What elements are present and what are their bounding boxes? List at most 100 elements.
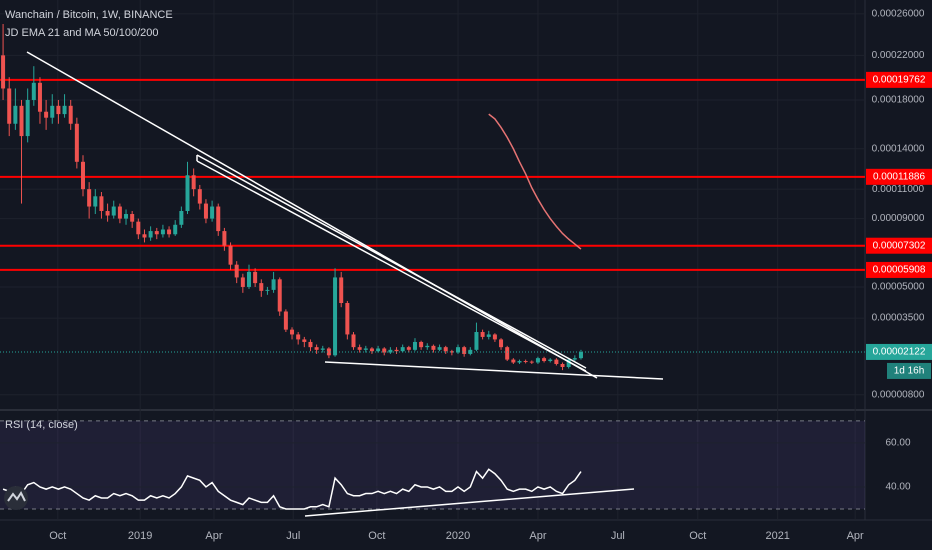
candle-body [31,82,36,100]
candle-body [240,277,245,287]
x-tick-label: Oct [49,530,66,542]
candle-body [351,334,356,348]
candle-body [400,347,405,352]
candle-body [492,334,497,340]
y-tick-label: 0.00000800 [872,389,925,400]
logo[interactable] [4,486,28,510]
y-tick-label: 0.00014000 [872,143,925,154]
last-price-label: 0.00002122 [873,347,926,358]
x-tick-label: 2020 [446,530,470,542]
candle-body [554,359,559,364]
candle-body [437,347,442,350]
candle-body [74,123,79,162]
chart-title: Wanchain / Bitcoin, 1W, BINANCE [5,9,173,21]
candle-body [68,105,73,124]
candle-body [523,361,528,363]
candle-body [130,214,135,222]
candle-body [93,196,98,207]
candle-body [197,189,202,204]
candle-body [283,311,288,330]
y-tick-label: 0.00005000 [872,282,925,293]
candle-body [449,351,454,353]
candle-body [339,277,344,304]
candle-body [167,229,172,235]
candle-body [13,105,18,124]
y-tick-label: 0.00022000 [872,50,925,61]
candle-body [314,347,319,350]
candle-body [37,82,42,112]
candle-body [462,347,467,354]
candle-body [25,99,30,137]
last-price-label-bg [866,343,932,360]
candle-body [369,348,374,352]
candle-body [228,245,233,265]
candle-body [222,231,227,246]
candle-body [388,349,393,353]
price-line-label-bg [866,168,932,185]
candle-body [560,363,565,368]
price-line-label: 0.00011886 [873,171,926,182]
candle-body [578,351,583,359]
candle-body [480,332,485,337]
candle-body [7,88,12,124]
candle-body [124,214,129,219]
candle-body [320,348,325,350]
candle-body [259,283,264,291]
trend-line [26,51,598,379]
candle-body [406,347,411,350]
candle-body [185,175,190,212]
x-tick-label: Apr [205,530,222,542]
candle-body [345,303,350,335]
candle-body [160,229,165,235]
candle-body [191,175,196,190]
y-tick-label: 0.00026000 [872,9,925,20]
x-tick-label: Jul [611,530,625,542]
rsi-band [0,420,865,509]
candle-body [326,348,331,356]
support-line [324,361,664,380]
candle-body [271,279,276,290]
candle-body [517,361,522,363]
candle-body [511,359,516,363]
y-tick-label: 0.00018000 [872,95,925,106]
candle-body [290,329,295,335]
indicator-name: JD EMA 21 and MA 50/100/200 [5,27,159,39]
candle-body [535,358,540,363]
candle-body [425,345,430,348]
candle-body [154,231,159,235]
candle-body [265,289,270,291]
candle-body [142,234,147,238]
x-tick-label: Apr [847,530,864,542]
candle-body [1,55,6,89]
candle-body [382,348,387,353]
candle-body [542,358,547,362]
candle-body [456,347,461,353]
candle-body [173,224,178,235]
logo-mark[interactable] [7,491,26,502]
candle-body [474,332,479,350]
candle-body [105,211,110,216]
candle-body [333,277,338,356]
candle-body [505,347,510,360]
candle-body [210,206,215,219]
rsi-support-line [304,488,635,517]
candle-body [468,349,473,354]
moving-average [488,113,582,250]
candle-body [179,211,184,225]
countdown-bg [887,362,931,379]
candle-body [117,206,122,219]
x-tick-label: Apr [529,530,546,542]
x-tick-label: 2021 [765,530,789,542]
trend-line [196,154,587,369]
candle-body [44,111,49,118]
candle-body [412,341,417,350]
candle-body [302,339,307,342]
price-line-label: 0.00019762 [873,75,926,86]
price-line-label: 0.00007302 [873,240,926,251]
candle-body [87,189,92,207]
x-tick-label: Oct [368,530,385,542]
candle-body [253,271,258,284]
candle-body [572,358,577,360]
